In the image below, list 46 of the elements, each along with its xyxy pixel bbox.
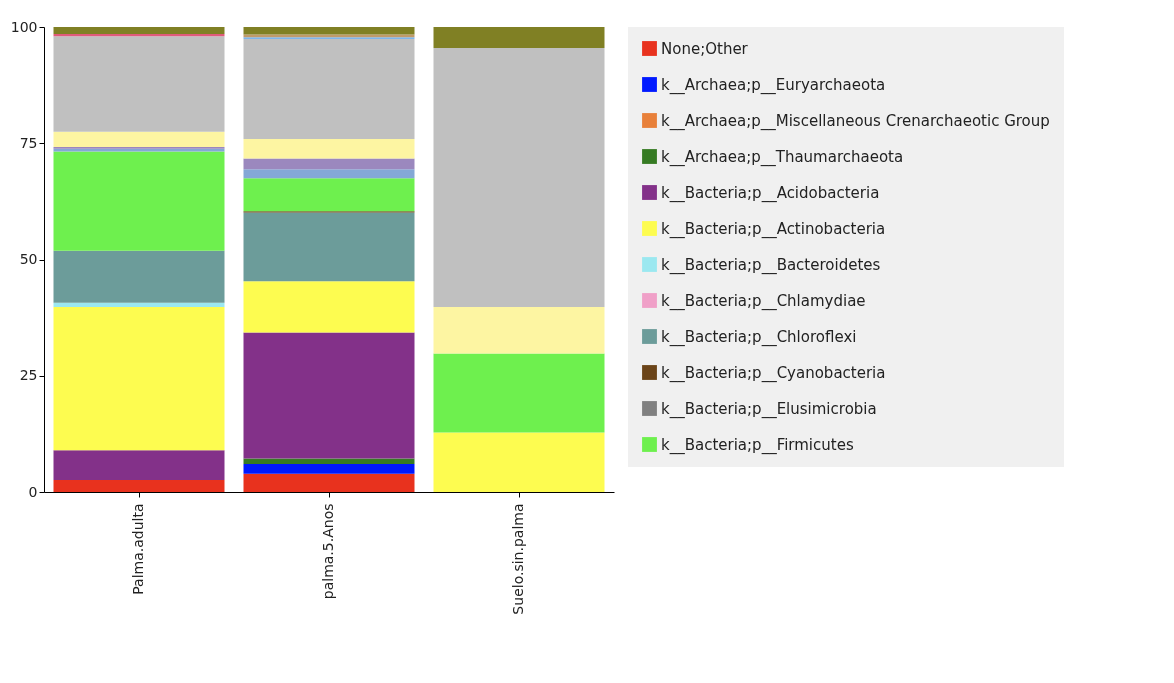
y-tick-label: 100 bbox=[10, 18, 38, 35]
bar bbox=[53, 306, 225, 451]
bar bbox=[243, 158, 415, 170]
bar bbox=[243, 332, 415, 459]
bar bbox=[53, 302, 225, 307]
bar bbox=[243, 178, 415, 212]
bar bbox=[243, 458, 415, 465]
bar bbox=[53, 479, 225, 492]
bar bbox=[243, 212, 415, 282]
legend-label: k__Bacteria;p__Cyanobacteria bbox=[661, 363, 886, 383]
bar bbox=[243, 473, 415, 492]
legend-label: k__Bacteria;p__Chloroflexi bbox=[661, 327, 857, 347]
bar bbox=[53, 250, 225, 303]
legend-label: k__Bacteria;p__Elusimicrobia bbox=[661, 399, 877, 419]
legend-label: k__Bacteria;p__Actinobacteria bbox=[661, 219, 886, 239]
legend-label: k__Bacteria;p__Chlamydiae bbox=[661, 291, 866, 311]
bar bbox=[243, 169, 415, 179]
bar bbox=[53, 450, 225, 480]
x-tick-label: Suelo.sin.palma bbox=[510, 503, 526, 615]
legend-label: k__Bacteria;p__Bacteroidetes bbox=[661, 255, 881, 275]
bar bbox=[433, 432, 605, 492]
bar bbox=[243, 281, 415, 333]
x-tick-label: palma.5.Anos bbox=[320, 503, 336, 600]
bar bbox=[243, 464, 415, 474]
y-tick-label: 50 bbox=[19, 251, 38, 267]
bar bbox=[433, 353, 605, 433]
legend-label: k__Bacteria;p__Firmicutes bbox=[661, 435, 854, 455]
bar bbox=[433, 47, 605, 307]
bar bbox=[53, 27, 225, 34]
legend-label: k__Archaea;p__Euryarchaeota bbox=[661, 75, 886, 95]
bar bbox=[53, 131, 225, 147]
legend-label: k__Archaea;p__Miscellaneous Crenarchaeotic Group bbox=[661, 111, 1050, 131]
y-tick-label: 75 bbox=[19, 134, 38, 151]
bar bbox=[53, 151, 225, 251]
legend-label: k__Bacteria;p__Acidobacteria bbox=[661, 183, 880, 203]
bar bbox=[243, 27, 415, 35]
legend-label: k__Archaea;p__Thaumarchaeota bbox=[661, 147, 904, 167]
y-tick-label: 25 bbox=[19, 367, 38, 384]
legend-label: None;Other bbox=[661, 39, 749, 58]
bar bbox=[433, 27, 605, 48]
bar bbox=[53, 36, 225, 132]
bar bbox=[243, 139, 415, 159]
x-tick-label: Palma.adulta bbox=[130, 503, 146, 595]
bar bbox=[243, 39, 415, 140]
y-tick-label: 0 bbox=[28, 483, 38, 500]
bar bbox=[433, 306, 605, 354]
